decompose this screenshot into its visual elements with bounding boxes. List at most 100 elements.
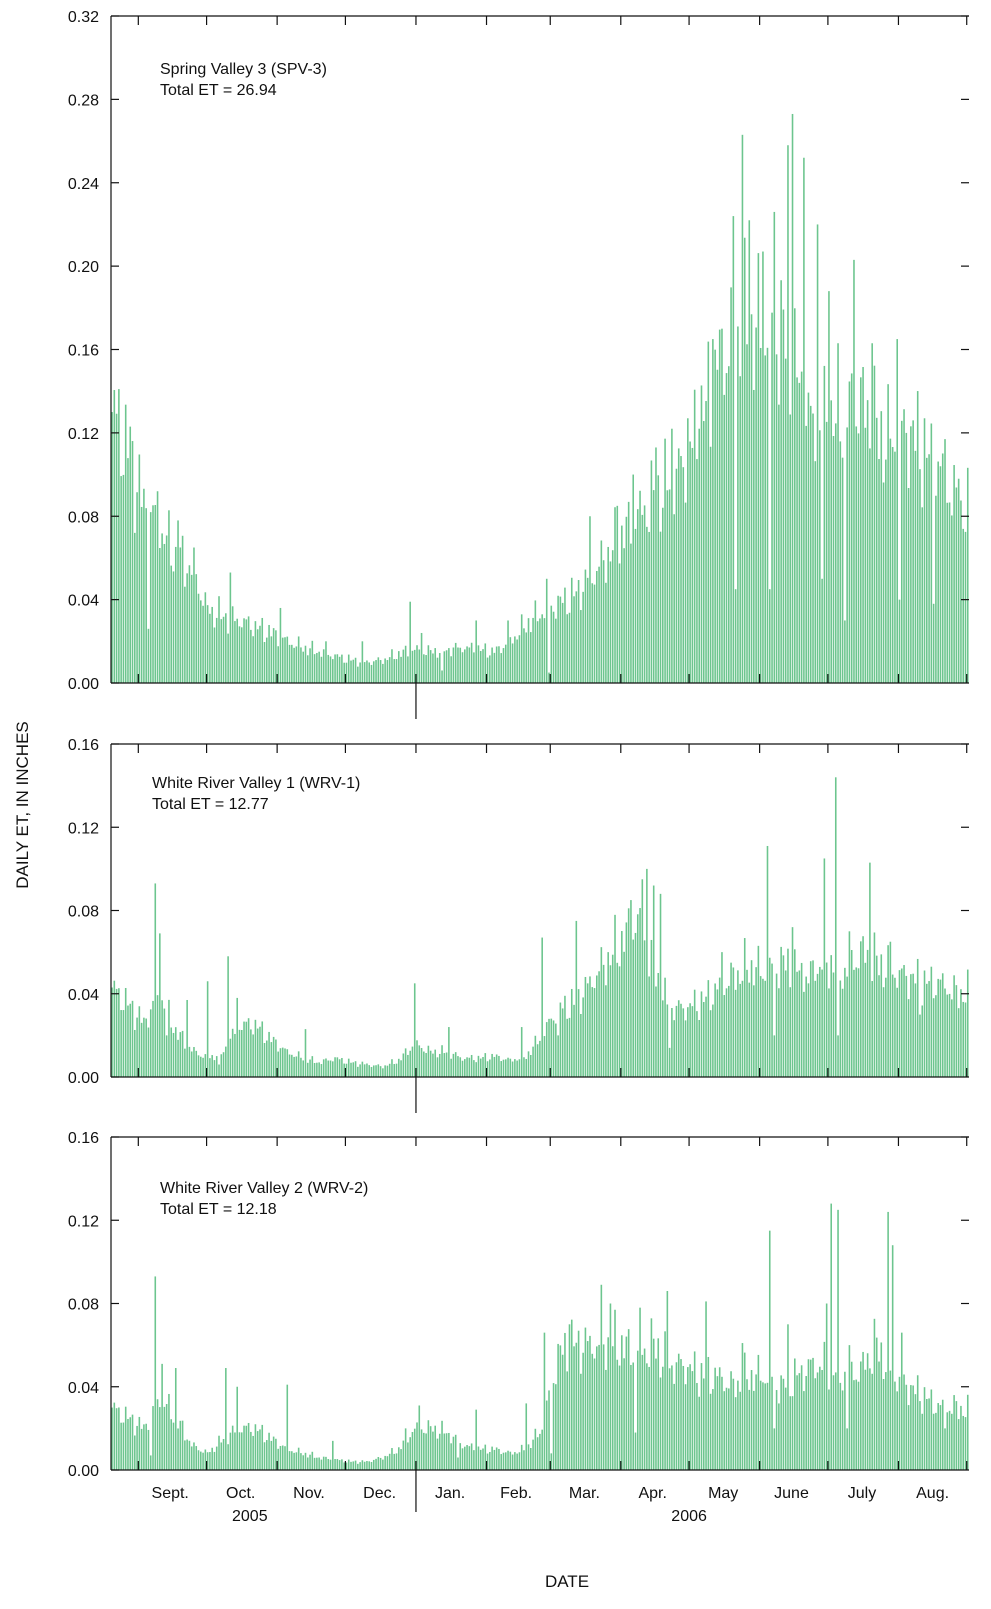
et-bar	[502, 1452, 505, 1470]
et-bar	[120, 1010, 122, 1077]
et-bar	[666, 1291, 669, 1470]
et-bar	[652, 1338, 655, 1470]
et-bar	[900, 420, 903, 683]
et-bar	[229, 1038, 232, 1077]
et-bar	[570, 1319, 573, 1470]
et-bar	[739, 1391, 741, 1470]
et-bar	[161, 533, 163, 683]
et-bar	[352, 1461, 355, 1470]
et-bar	[903, 409, 905, 683]
et-bar	[684, 1384, 687, 1470]
et-bar	[468, 1446, 471, 1470]
et-bar	[154, 1276, 157, 1470]
et-bar	[316, 1457, 318, 1470]
et-bar	[231, 1425, 234, 1470]
et-bar	[882, 482, 885, 683]
et-bar	[218, 1064, 220, 1077]
et-bar	[636, 509, 639, 683]
et-bar	[320, 656, 323, 683]
y-tick-label: 0.12	[68, 1213, 99, 1230]
et-bar	[932, 998, 935, 1077]
et-bar	[523, 1450, 525, 1470]
et-bar	[914, 1394, 917, 1470]
et-bar	[361, 1061, 364, 1077]
et-bar	[211, 1447, 213, 1470]
et-bar	[259, 1429, 261, 1470]
et-bar	[712, 339, 714, 683]
et-bar	[557, 1035, 559, 1078]
et-bar	[236, 618, 238, 683]
et-bar	[586, 577, 589, 683]
et-bar	[275, 1438, 277, 1470]
et-bar	[916, 391, 919, 683]
et-bar	[684, 502, 687, 683]
et-bar	[375, 1458, 377, 1470]
et-bar	[195, 1446, 198, 1470]
et-bar	[190, 1446, 193, 1470]
et-bar	[730, 1371, 732, 1470]
et-bar	[450, 1443, 452, 1470]
et-bar	[539, 1040, 541, 1077]
et-bar	[759, 976, 762, 1077]
et-bar	[409, 1050, 411, 1077]
et-bar	[234, 1432, 236, 1470]
et-bar	[677, 1000, 680, 1077]
et-bar	[391, 649, 393, 683]
et-bar	[693, 389, 696, 683]
et-bar	[639, 490, 641, 683]
et-bar	[894, 451, 896, 683]
et-bar	[764, 1383, 766, 1470]
et-bar	[525, 1403, 528, 1470]
et-bar	[951, 515, 953, 683]
et-bar	[791, 927, 794, 1077]
et-bar	[466, 1445, 468, 1470]
et-bar	[518, 635, 521, 683]
et-bar	[682, 1365, 685, 1470]
et-bar	[152, 505, 154, 683]
et-bar	[375, 1065, 377, 1077]
et-bar	[215, 1446, 218, 1470]
et-bar	[165, 1035, 168, 1078]
et-bar	[543, 1036, 546, 1077]
et-bar	[714, 1367, 716, 1470]
et-bar	[181, 1030, 184, 1077]
et-bar	[632, 1362, 634, 1470]
et-bar	[482, 1057, 484, 1077]
et-bar	[541, 937, 543, 1077]
et-bar	[240, 1030, 243, 1077]
y-tick-label: 0.24	[68, 176, 99, 193]
et-bar	[457, 647, 459, 683]
et-bar	[174, 1368, 177, 1470]
et-bar	[593, 584, 596, 683]
et-bar	[668, 1047, 671, 1077]
et-bar	[814, 461, 817, 683]
et-bar	[860, 1361, 862, 1470]
et-bar	[338, 656, 341, 683]
et-bar	[791, 1396, 794, 1470]
et-bar	[388, 1063, 391, 1077]
et-bar	[873, 1318, 876, 1470]
et-bar	[825, 1303, 828, 1470]
et-bar	[454, 1052, 457, 1077]
et-bar	[347, 1459, 350, 1470]
et-bar	[964, 1417, 967, 1470]
et-bar	[220, 1054, 223, 1077]
et-bar	[288, 1054, 291, 1077]
et-bar	[611, 954, 614, 1077]
et-bar	[457, 1056, 459, 1077]
et-bar	[407, 1442, 409, 1470]
et-bar	[268, 1031, 270, 1077]
et-bar	[905, 1384, 908, 1470]
et-bar	[509, 1451, 512, 1470]
et-bar	[266, 1040, 268, 1077]
et-bar	[589, 516, 591, 683]
et-bar	[366, 1461, 368, 1470]
et-bar	[174, 546, 177, 683]
et-bar	[762, 978, 764, 1077]
et-bar	[425, 655, 427, 683]
et-bar	[855, 426, 858, 683]
et-bar	[764, 355, 766, 683]
et-bar	[914, 450, 917, 683]
et-bar	[395, 1453, 398, 1470]
et-bar	[266, 637, 268, 683]
